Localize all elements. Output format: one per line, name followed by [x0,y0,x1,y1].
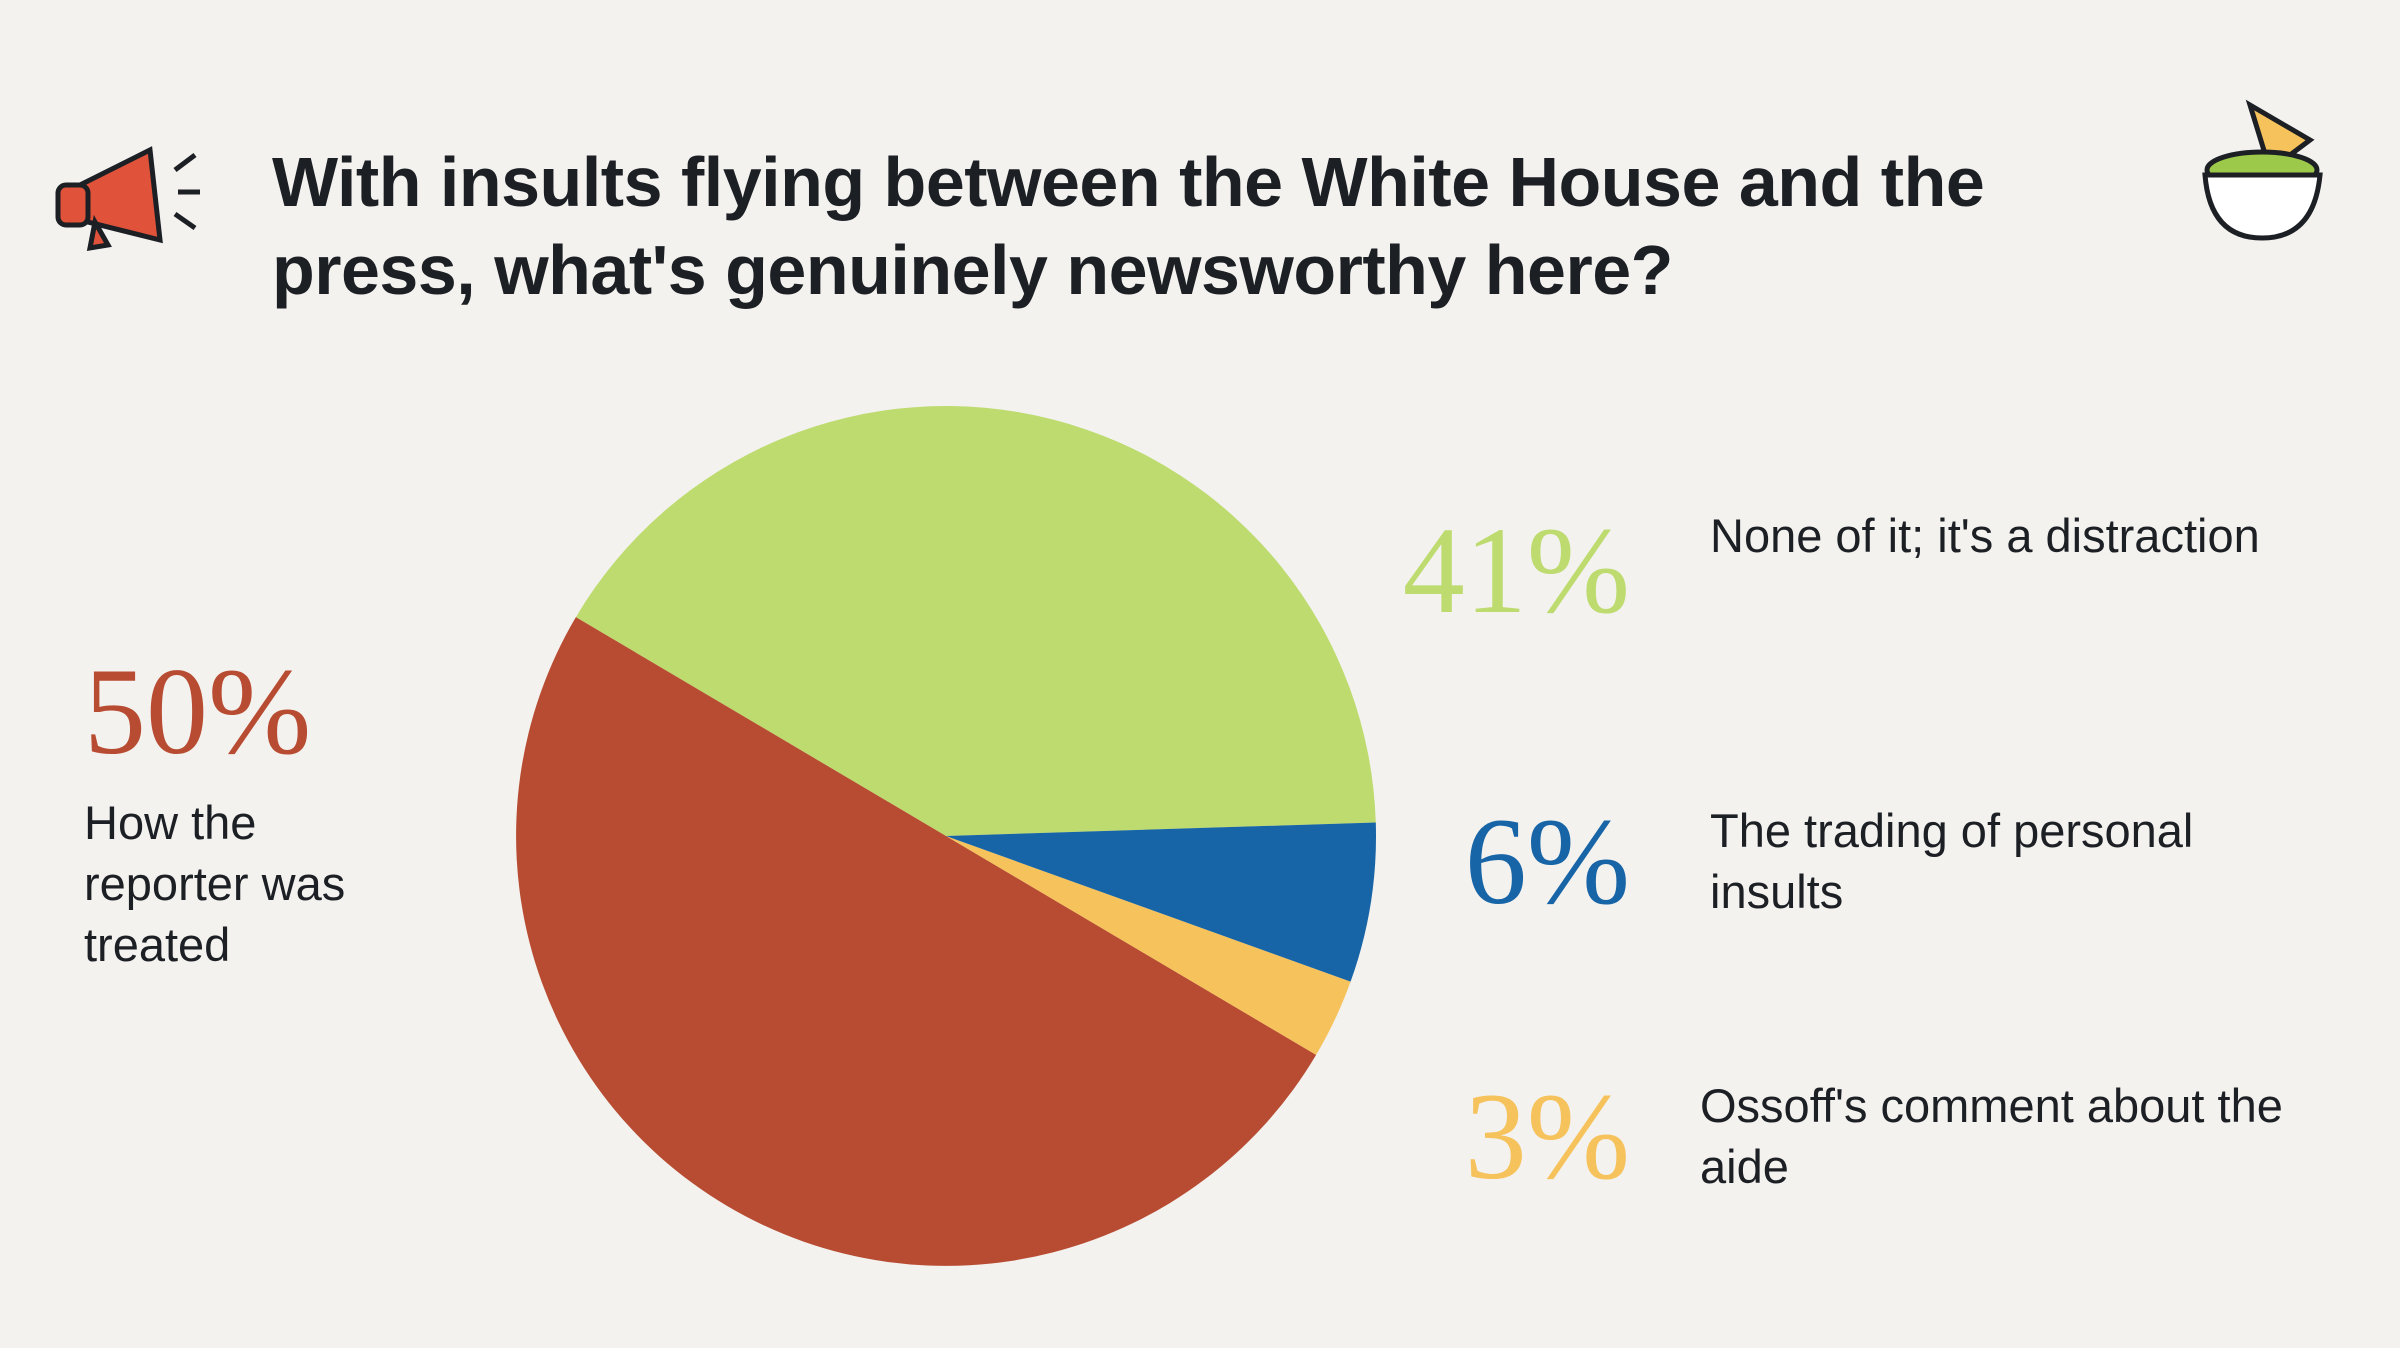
pie-slice [946,822,1376,982]
pie-slice [946,836,1351,1055]
value-label: 41% [1403,502,1630,639]
megaphone-icon [55,146,200,252]
category-label: Ossoff's comment about the aide [1700,1079,2283,1193]
category-label: The trading of personal insults [1710,804,2194,918]
value-label: 50% [84,643,311,780]
pie-slice [575,406,1376,836]
value-label: 3% [1465,1068,1630,1205]
guacamole-icon [2202,99,2323,241]
chart-title: With insults flying between the White Ho… [272,143,1985,309]
pie-slice [516,617,1317,1266]
value-label: 6% [1465,793,1630,930]
category-label: None of it; it's a distraction [1710,509,2260,562]
category-label: How the reporter was treated [84,796,346,971]
